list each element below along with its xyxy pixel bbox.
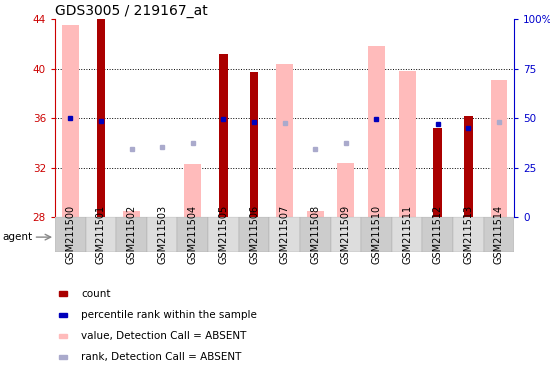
Bar <box>208 217 239 252</box>
Bar <box>422 217 453 252</box>
Text: GSM211502: GSM211502 <box>126 205 136 264</box>
Text: value, Detection Call = ABSENT: value, Detection Call = ABSENT <box>81 331 247 341</box>
Bar <box>270 217 300 252</box>
Text: percentile rank within the sample: percentile rank within the sample <box>81 310 257 320</box>
Text: GSM211501: GSM211501 <box>96 205 106 264</box>
Text: interleukin 1: interleukin 1 <box>249 232 320 242</box>
Text: GSM211512: GSM211512 <box>433 205 443 264</box>
Text: GDS3005 / 219167_at: GDS3005 / 219167_at <box>55 4 208 18</box>
Bar <box>368 46 385 217</box>
Bar <box>433 128 442 217</box>
Text: GSM211510: GSM211510 <box>371 205 382 264</box>
Bar <box>62 25 79 217</box>
Bar <box>178 217 208 252</box>
Bar <box>491 80 507 217</box>
Bar <box>331 217 361 252</box>
Text: GSM211513: GSM211513 <box>463 205 474 264</box>
Text: agent: agent <box>3 232 33 242</box>
Bar <box>219 54 228 217</box>
Bar <box>392 217 422 252</box>
Bar <box>208 223 361 252</box>
Bar <box>97 19 105 217</box>
Bar <box>483 217 514 252</box>
Text: rank, Detection Call = ABSENT: rank, Detection Call = ABSENT <box>81 352 242 362</box>
Bar <box>361 223 514 252</box>
Text: GSM211505: GSM211505 <box>218 205 228 264</box>
Bar <box>338 162 354 217</box>
Text: interleukin 6: interleukin 6 <box>403 232 473 242</box>
Text: GSM211500: GSM211500 <box>65 205 75 264</box>
Bar <box>55 223 208 252</box>
Bar <box>464 116 472 217</box>
Text: count: count <box>81 289 111 299</box>
Text: GSM211506: GSM211506 <box>249 205 259 264</box>
Text: GSM211508: GSM211508 <box>310 205 320 264</box>
Text: GSM211509: GSM211509 <box>341 205 351 264</box>
Bar <box>453 217 483 252</box>
Text: GSM211511: GSM211511 <box>402 205 412 264</box>
Text: GSM211507: GSM211507 <box>279 205 290 264</box>
Bar <box>147 217 178 252</box>
Bar <box>116 217 147 252</box>
Bar <box>361 217 392 252</box>
Text: GSM211514: GSM211514 <box>494 205 504 264</box>
Bar <box>184 164 201 217</box>
Bar <box>123 211 140 217</box>
Text: GSM211503: GSM211503 <box>157 205 167 264</box>
Bar <box>239 217 270 252</box>
Text: GSM211504: GSM211504 <box>188 205 198 264</box>
Bar <box>276 64 293 217</box>
Bar <box>300 217 331 252</box>
Bar <box>86 217 116 252</box>
Text: control: control <box>112 232 151 242</box>
Bar <box>307 211 323 217</box>
Bar <box>399 71 415 217</box>
Bar <box>55 217 86 252</box>
Bar <box>250 72 258 217</box>
